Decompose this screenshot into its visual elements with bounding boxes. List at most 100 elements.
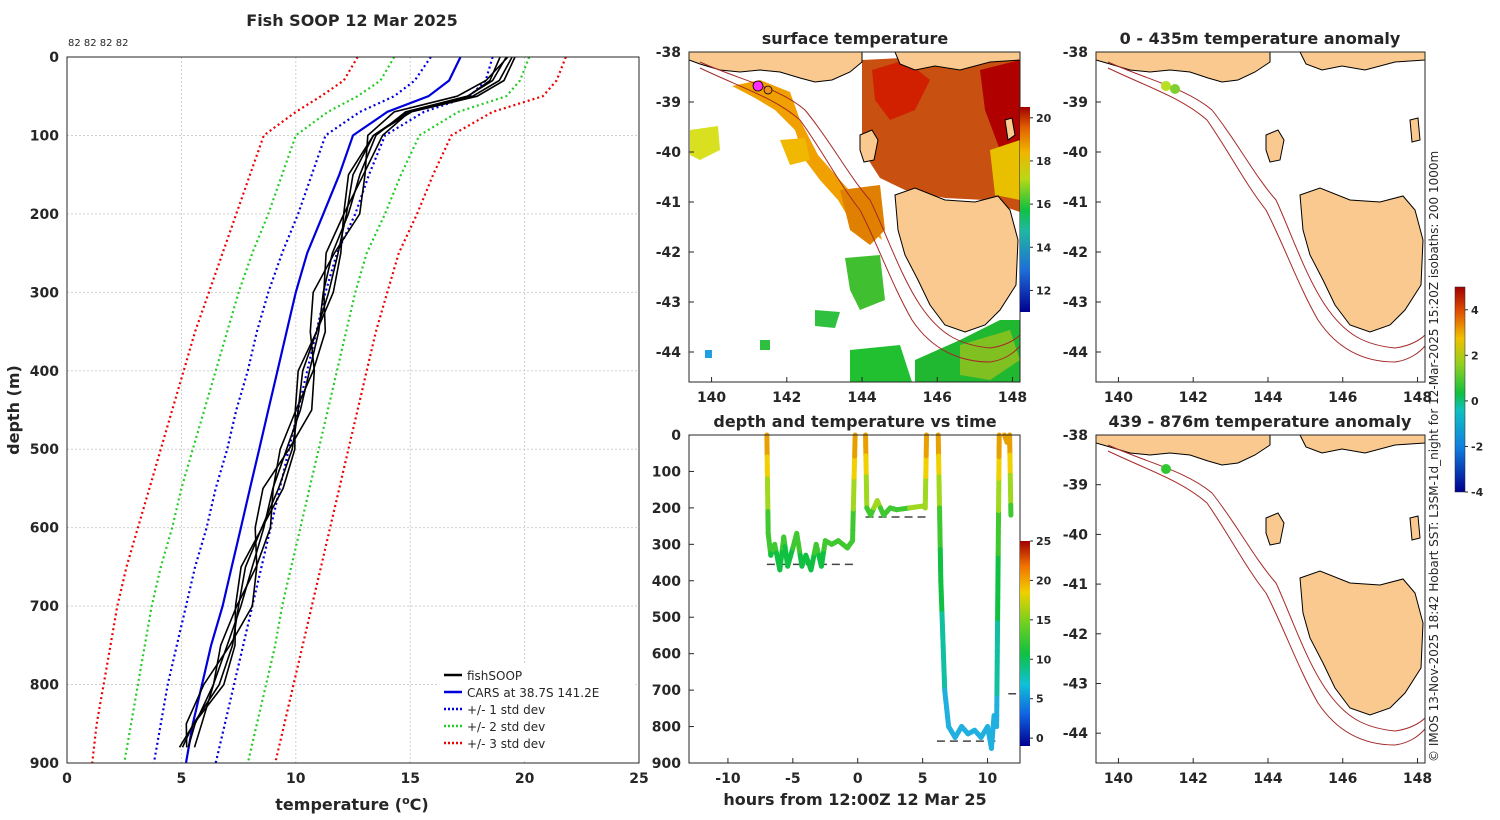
anom1-title: 0 - 435m temperature anomaly bbox=[1120, 29, 1401, 48]
anomaly-colorbar-ticks: -4 -2 0 2 4 bbox=[1465, 304, 1484, 499]
anom1-ytick-label: -38 bbox=[1063, 45, 1088, 61]
anom2-ytick-label: -40 bbox=[1063, 527, 1089, 543]
time-colorbar-tick-label: 0 bbox=[1036, 732, 1044, 745]
time-ytick-label: 200 bbox=[652, 501, 681, 517]
time-colorbar-tick-label: 5 bbox=[1036, 693, 1044, 706]
profile-fishsoop-line bbox=[193, 56, 501, 748]
credit-text: © IMOS 13-Nov-2025 18:42 Hobart SST: L3S… bbox=[1427, 151, 1441, 762]
legend-sd2: +/- 2 std dev bbox=[467, 720, 545, 734]
anom1-tasmania bbox=[1299, 187, 1424, 333]
anom1-flinders-island bbox=[1409, 117, 1421, 143]
anomaly-colorbar-tick-label: 4 bbox=[1471, 304, 1479, 317]
profile-std-line-lower bbox=[214, 56, 494, 764]
anom2-isobath-200 bbox=[1107, 444, 1425, 732]
sst-patch-yellow bbox=[990, 140, 1020, 200]
sst-colorbar-tick-label: 14 bbox=[1036, 241, 1052, 254]
profile-std-line-upper bbox=[91, 56, 359, 764]
anom2-mainland-east bbox=[1299, 435, 1425, 454]
profile-cars-line bbox=[184, 56, 462, 764]
sst-patch-a bbox=[780, 138, 810, 165]
sst-ytick-label: -41 bbox=[656, 195, 681, 211]
sst-colorbar bbox=[1020, 107, 1030, 312]
sst-xtick-label: 146 bbox=[923, 390, 952, 406]
profile-ytick-label: 100 bbox=[30, 128, 59, 144]
sst-xtick-label: 142 bbox=[772, 390, 801, 406]
profile-xtick-label: 15 bbox=[400, 771, 419, 787]
sst-xtick-label: 140 bbox=[697, 390, 726, 406]
anom1-mainland-west bbox=[1096, 52, 1271, 83]
profile-panel: Fish SOOP 12 Mar 2025 82 82 82 82 0 5 10 15… bbox=[4, 11, 649, 814]
profile-ytick-label: 500 bbox=[30, 442, 59, 458]
anomaly-colorbar-tick-label: 0 bbox=[1471, 395, 1479, 408]
profile-fishsoop-line bbox=[185, 56, 509, 748]
sst-xtick-label: 144 bbox=[847, 390, 876, 406]
legend-box bbox=[438, 664, 636, 760]
sst-title: surface temperature bbox=[762, 29, 949, 48]
sst-isobath-200 bbox=[699, 61, 1020, 349]
time-colorbar-tick-label: 10 bbox=[1036, 653, 1052, 666]
time-ytick-label: 500 bbox=[652, 610, 681, 626]
anom1-ytick-label: -42 bbox=[1063, 245, 1088, 261]
time-ytick-label: 700 bbox=[652, 683, 681, 699]
anom1-mainland-east bbox=[1299, 52, 1425, 71]
sst-mainland-east bbox=[894, 52, 1020, 71]
anom2-tasmania bbox=[1299, 570, 1424, 716]
time-ytick-label: 400 bbox=[652, 574, 681, 590]
anom1-map-content bbox=[1096, 52, 1425, 382]
anom1-axes-box bbox=[1095, 51, 1426, 383]
legend-cars: CARS at 38.7S 141.2E bbox=[467, 686, 599, 700]
anomaly-map-1-panel: 0 - 435m temperature anomaly 140 142 144 14… bbox=[1063, 29, 1432, 406]
sst-colorbar-ticks: 12 14 16 18 20 bbox=[1030, 112, 1052, 297]
sst-station-marker bbox=[752, 80, 764, 92]
legend-sd1: +/- 1 std dev bbox=[467, 703, 545, 717]
profile-std-line-lower bbox=[246, 56, 531, 764]
anom1-point-1 bbox=[1161, 81, 1171, 91]
profile-xtick-label: 10 bbox=[286, 771, 306, 787]
time-ytick-label: 900 bbox=[652, 756, 681, 772]
time-xlabel: hours from 12:00Z 12 Mar 25 bbox=[723, 790, 986, 809]
anom2-xtick-label: 144 bbox=[1253, 771, 1282, 787]
anom1-xtick-label: 146 bbox=[1328, 390, 1357, 406]
profile-std-line-upper bbox=[152, 56, 432, 764]
sst-map-content bbox=[689, 52, 1020, 382]
anom2-xtick-label: 140 bbox=[1104, 771, 1133, 787]
time-xtick-label: 5 bbox=[918, 771, 928, 787]
profile-xtick-label: 20 bbox=[515, 771, 535, 787]
sst-patch-g bbox=[815, 310, 840, 328]
profile-legend: fishSOOP CARS at 38.7S 141.2E +/- 1 std … bbox=[438, 664, 636, 760]
sst-ytick-label: -44 bbox=[656, 345, 682, 361]
anom2-xtick-label: 148 bbox=[1403, 771, 1432, 787]
profile-title: Fish SOOP 12 Mar 2025 bbox=[246, 11, 457, 30]
sst-ytick-label: -39 bbox=[656, 95, 681, 111]
sst-station-marker-2 bbox=[763, 85, 773, 95]
time-ytick-label: 100 bbox=[652, 464, 681, 480]
profile-lines bbox=[91, 56, 567, 764]
anomaly-map-2-panel: 439 - 876m temperature anomaly 140 142 144… bbox=[1063, 412, 1432, 787]
sst-patch-h bbox=[760, 340, 770, 350]
profile-ylabel: depth (m) bbox=[4, 365, 23, 455]
profile-ytick-label: 300 bbox=[30, 285, 59, 301]
sst-patch-hot bbox=[872, 60, 930, 120]
sst-patch-f bbox=[960, 330, 1020, 380]
anom2-point-1 bbox=[1161, 464, 1171, 474]
anomaly-colorbar-tick-label: -2 bbox=[1471, 440, 1483, 453]
anom1-ytick-label: -43 bbox=[1063, 295, 1088, 311]
sst-king-island bbox=[859, 129, 879, 163]
time-ytick-label: 600 bbox=[652, 647, 681, 663]
time-title: depth and temperature vs time bbox=[713, 412, 996, 431]
profile-std-line-upper bbox=[123, 56, 396, 764]
profile-ytick-label: 800 bbox=[30, 678, 59, 694]
anom2-mainland-west bbox=[1096, 435, 1271, 466]
sst-flinders-island bbox=[1004, 117, 1016, 141]
profile-axes-box bbox=[66, 56, 640, 764]
anom1-isobath-1000 bbox=[1107, 67, 1425, 363]
sst-tasmania bbox=[894, 187, 1019, 333]
anom1-ytick-label: -40 bbox=[1063, 145, 1089, 161]
time-ytick-label: 300 bbox=[652, 537, 681, 553]
sst-patch-d bbox=[850, 345, 912, 382]
anom2-map-content bbox=[1096, 435, 1425, 763]
anomaly-colorbar-tick-label: -4 bbox=[1471, 486, 1484, 499]
sst-patch-c bbox=[845, 255, 885, 310]
profile-ytick-label: 0 bbox=[49, 50, 59, 66]
